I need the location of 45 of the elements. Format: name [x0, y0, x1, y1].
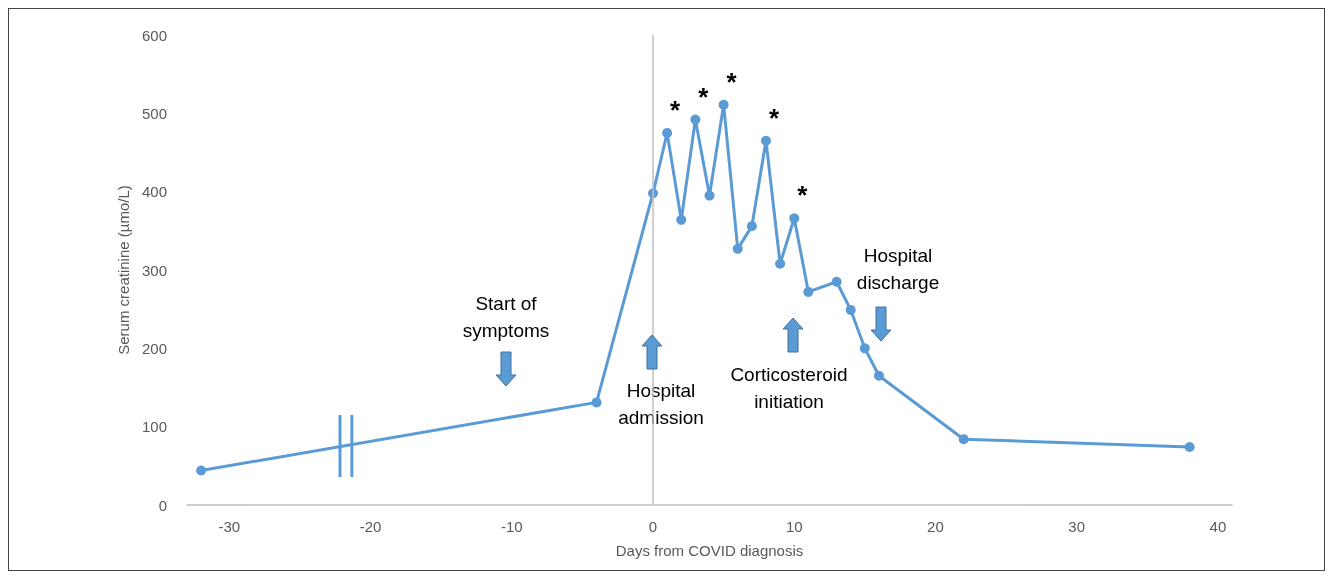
point — [662, 127, 673, 138]
y-tick-label: 0 — [158, 496, 167, 514]
x-tick-label: 30 — [1068, 518, 1086, 535]
y-tick-label: 200 — [141, 339, 167, 357]
point — [732, 243, 743, 254]
annotation: Hospital admission — [618, 380, 704, 428]
y-tick-label: 100 — [141, 418, 167, 436]
point — [958, 434, 969, 445]
point — [789, 213, 800, 224]
point — [775, 258, 786, 269]
point — [676, 214, 687, 225]
point — [859, 343, 870, 354]
x-axis-title: Days from COVID diagnosis — [615, 542, 804, 559]
y-tick-label: 500 — [141, 104, 167, 122]
annotation: * — [768, 102, 780, 133]
point — [845, 304, 856, 315]
point — [690, 114, 701, 125]
point — [1184, 442, 1195, 453]
y-tick-label: 400 — [141, 183, 167, 201]
annotation: * — [698, 81, 710, 112]
point — [803, 286, 814, 297]
x-tick-label: 20 — [927, 518, 944, 535]
x-tick-label: -10 — [500, 518, 523, 535]
annotation: Corticosteroid initiation — [730, 364, 848, 412]
annotation: Start of symptoms — [462, 293, 550, 341]
point — [873, 370, 884, 381]
point — [718, 99, 729, 110]
point — [761, 135, 771, 146]
point — [591, 397, 602, 408]
annotation: * — [797, 180, 809, 211]
annotation: Hospital discharge — [856, 245, 940, 293]
x-tick-label: 40 — [1209, 518, 1227, 535]
x-tick-label: 0 — [648, 518, 658, 535]
point — [831, 276, 842, 287]
x-tick-label: -30 — [218, 518, 241, 535]
point — [704, 190, 715, 201]
x-tick-label: -20 — [359, 518, 382, 535]
annotation: * — [726, 66, 738, 97]
x-tick-label: 10 — [785, 518, 803, 535]
y-axis-title: Serum creatinine (µmo/L) — [115, 185, 133, 355]
point — [746, 221, 757, 232]
y-tick-label: 300 — [141, 261, 167, 279]
point — [196, 465, 207, 476]
y-tick-label: 600 — [141, 26, 167, 44]
annotation: * — [670, 94, 682, 125]
